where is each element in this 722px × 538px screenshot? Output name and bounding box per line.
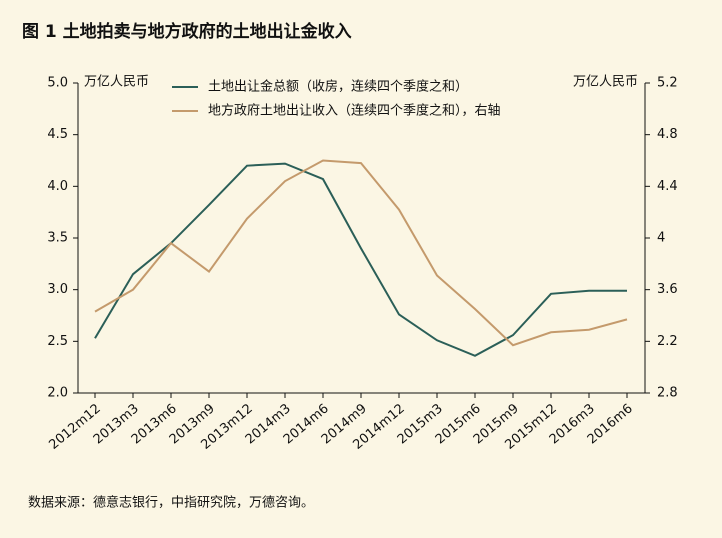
chart-title: 图 1 土地拍卖与地方政府的土地出让金收入: [22, 21, 352, 42]
y-tick-label: 2.5: [47, 334, 68, 349]
y2-tick-label: 3.6: [657, 282, 678, 297]
y2-tick-label: 4.8: [657, 127, 678, 142]
legend-label: 地方政府土地出让收入（连续四个季度之和），右轴: [208, 103, 501, 119]
y2-tick-label: 4.4: [657, 179, 678, 194]
y2-tick-label: 4: [657, 231, 665, 246]
series-line: [94, 159, 628, 347]
y-axis-label: 万亿人民币: [84, 75, 149, 90]
legend-label: 土地出让金总额（收房，连续四个季度之和）: [208, 79, 468, 95]
y-tick-label: 3.5: [47, 231, 68, 246]
y2-axis-label: 万亿人民币: [573, 75, 638, 90]
y-tick-label: 4.5: [47, 127, 68, 142]
source: 数据来源：德意志银行，中指研究院，万德咨询。: [28, 495, 314, 511]
series-line: [94, 162, 627, 357]
y-tick-label: 5.0: [47, 76, 68, 91]
x-tick-label: 2012m12: [46, 401, 103, 453]
y-tick-label: 3.0: [47, 282, 68, 297]
y2-tick-label: 2.2: [657, 334, 678, 349]
y2-tick-label: 2.8: [657, 386, 678, 401]
y-tick-label: 2.0: [47, 386, 68, 401]
y2-tick-label: 5.2: [657, 76, 678, 91]
y-tick-label: 4.0: [47, 179, 68, 194]
